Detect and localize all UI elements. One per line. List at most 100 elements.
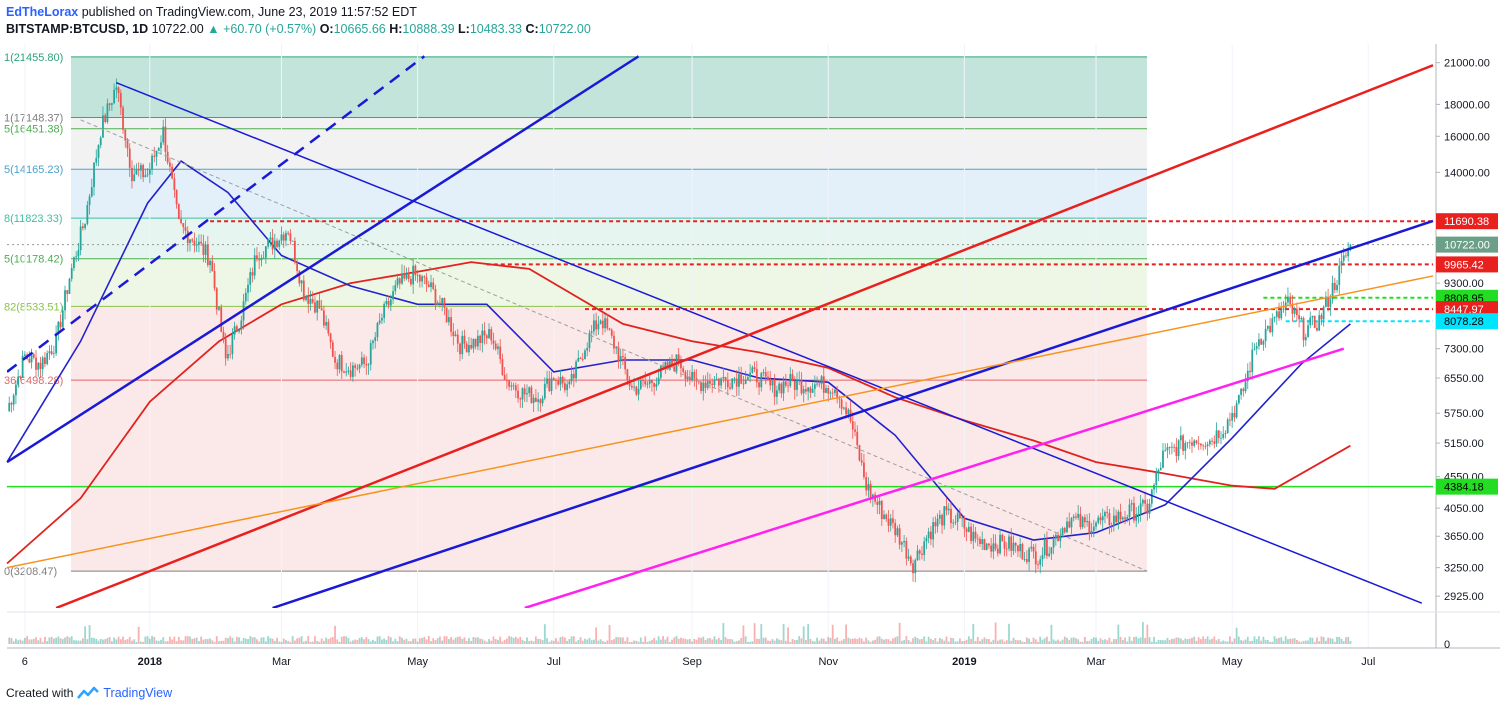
candle-body xyxy=(1193,440,1196,446)
volume-bar xyxy=(1246,636,1249,644)
candle-body xyxy=(593,320,595,332)
volume-bar xyxy=(189,636,191,644)
candle-body xyxy=(153,155,156,157)
candle-body xyxy=(738,374,740,387)
volume-bar xyxy=(1025,637,1028,644)
candle-body xyxy=(1155,472,1158,485)
candle-body xyxy=(1012,542,1015,551)
ma200-line xyxy=(6,261,1351,565)
candle-body xyxy=(813,384,816,389)
candle-body xyxy=(46,353,49,365)
candle-body xyxy=(655,384,658,387)
author-name[interactable]: EdTheLorax xyxy=(6,5,79,19)
volume-bar xyxy=(338,641,341,644)
volume-bar xyxy=(887,639,890,644)
candle-body xyxy=(459,343,461,355)
candle-body xyxy=(767,376,769,381)
candle-body xyxy=(887,519,890,526)
candle-body xyxy=(1126,517,1129,520)
candle-body xyxy=(1148,503,1151,514)
volume-bar xyxy=(8,637,11,644)
candle-body xyxy=(838,398,841,400)
candle-body xyxy=(497,346,499,349)
volume-bar xyxy=(945,636,948,644)
volume-bar xyxy=(311,641,314,644)
volume-bar xyxy=(269,638,272,644)
candle-body xyxy=(271,237,274,250)
volume-bar xyxy=(1262,636,1265,644)
candle-body xyxy=(494,343,497,349)
candle-body xyxy=(137,169,140,171)
candle-body xyxy=(1133,503,1135,521)
volume-bar xyxy=(41,641,44,644)
volume-bar xyxy=(1278,637,1280,644)
volume-bar xyxy=(443,636,446,644)
candle-body xyxy=(1164,450,1167,452)
volume-bar xyxy=(461,638,464,644)
candle-body xyxy=(1311,315,1314,318)
volume-bar xyxy=(23,638,26,644)
volume-bar xyxy=(657,636,660,644)
volume-bar xyxy=(776,638,778,644)
volume-bar xyxy=(740,638,743,644)
candle-body xyxy=(209,260,211,266)
candle-body xyxy=(854,429,856,432)
close-value: 10722.00 xyxy=(538,22,591,36)
candle-body xyxy=(769,380,772,386)
candle-body xyxy=(476,335,479,347)
candle-body xyxy=(615,347,618,349)
candle-body xyxy=(155,150,158,157)
volume-bar xyxy=(1293,638,1296,644)
volume-bar xyxy=(869,641,872,644)
candle-body xyxy=(479,335,482,344)
candle-body xyxy=(512,385,515,387)
candle-body xyxy=(86,205,89,224)
volume-bar xyxy=(517,638,519,644)
candle-body xyxy=(75,256,78,258)
candle-body xyxy=(1222,433,1225,438)
candle-body xyxy=(1345,255,1347,257)
volume-bar xyxy=(70,636,73,644)
candle-body xyxy=(668,359,671,370)
candle-body xyxy=(880,500,883,520)
candle-body xyxy=(637,388,640,395)
volume-bar xyxy=(726,639,729,644)
volume-bar xyxy=(586,639,589,644)
volume-bar xyxy=(642,641,644,644)
candle-body xyxy=(936,518,939,527)
volume-bar xyxy=(713,636,716,644)
volume-bar xyxy=(811,640,814,644)
volume-bar xyxy=(624,641,627,644)
candle-body xyxy=(144,175,147,178)
tradingview-brand[interactable]: TradingView xyxy=(103,686,173,700)
volume-bar xyxy=(271,638,274,644)
price-tick-label: 7300.00 xyxy=(1444,344,1484,356)
candle-body xyxy=(253,255,256,276)
candle-body xyxy=(1052,538,1055,548)
candle-body xyxy=(541,398,544,404)
candle-body xyxy=(79,226,82,251)
candle-body xyxy=(95,157,98,163)
volume-bar xyxy=(711,639,714,644)
volume-bar xyxy=(842,639,845,644)
volume-bar xyxy=(923,636,926,644)
volume-bar xyxy=(697,637,700,644)
trendlines[interactable] xyxy=(7,55,1434,608)
volume-bar xyxy=(401,637,403,644)
candle-body xyxy=(1329,299,1332,307)
candle-body xyxy=(961,517,964,519)
candle-body xyxy=(463,335,466,344)
volume-bar xyxy=(738,640,740,644)
volume-bar xyxy=(381,639,383,644)
candle-body xyxy=(349,370,352,377)
candle-body xyxy=(896,528,899,536)
candle-body xyxy=(717,378,720,386)
volume-bar xyxy=(1275,638,1278,644)
volume-bar xyxy=(588,637,591,644)
volume-bar xyxy=(646,641,649,644)
candle-body xyxy=(711,383,714,385)
volume-bar xyxy=(510,636,513,644)
volume-bar xyxy=(1338,636,1341,644)
volume-bar xyxy=(358,638,361,644)
